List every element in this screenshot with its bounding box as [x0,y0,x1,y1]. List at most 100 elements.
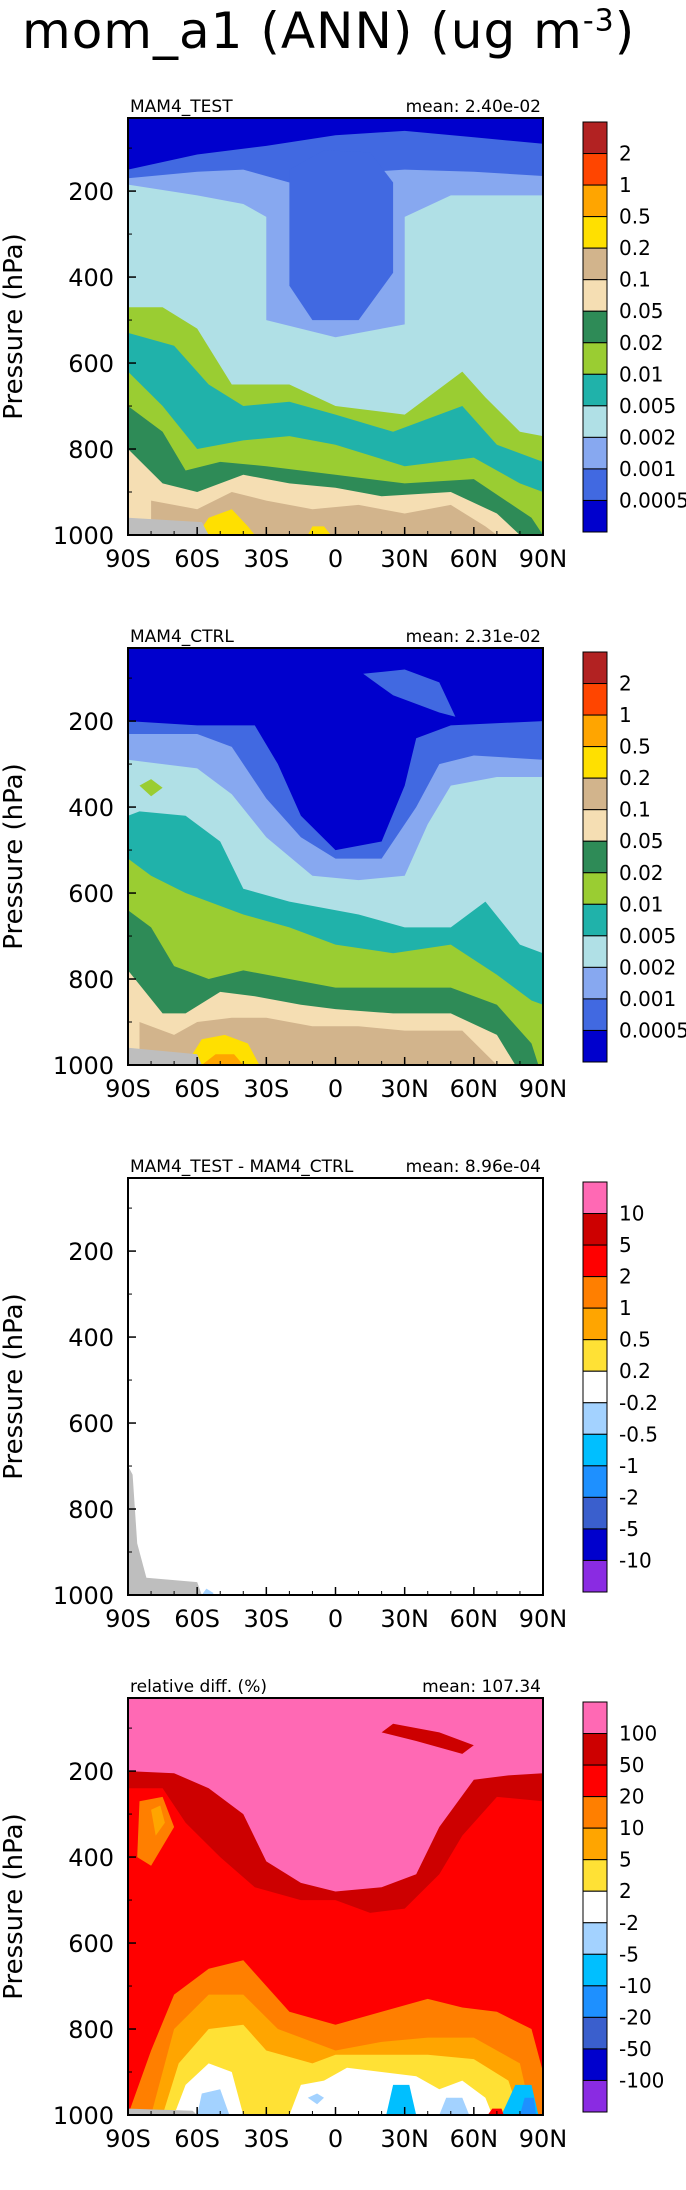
colorbar-label: 0.2 [619,236,651,260]
colorbar-label: 2 [619,1265,632,1289]
main-title: mom_a1 (ANN) (ug m-3) [22,2,635,60]
colorbar-label: 0.02 [619,861,664,885]
colorbar-swatch [582,998,608,1031]
chart-panel-reldiff: relative diff. (%) mean: 107.34 90S 60S 30S 0… [0,1677,664,2153]
y-tick-label: 1000 [53,2102,114,2130]
x-tick-label: 30N [380,1605,429,1633]
colorbar-swatch [582,1213,608,1246]
x-tick-label: 30S [243,2125,289,2153]
colorbar-label: 1 [619,173,632,197]
y-axis-label: Pressure (hPa) [0,1813,29,2000]
colorbar-label: -0.2 [619,1391,658,1415]
contour-band-13 [128,1047,202,1065]
x-tick-label: 30N [380,1075,429,1103]
colorbar-label: -2 [619,1911,639,1935]
x-tick-label: 0 [328,545,343,573]
colorbar-label: 0.002 [619,955,676,979]
contour-band-0 [128,1178,543,1595]
colorbar-label: -100 [619,2068,664,2092]
contour-band-2 [381,1723,474,1754]
contour-band-1 [128,1466,202,1595]
x-tick-label: 60N [450,2125,499,2153]
colorbar-swatch [582,468,608,501]
colorbar-swatch [582,966,608,1000]
contour-band-4 [289,150,394,321]
x-tick-label: 90S [105,1075,151,1103]
colorbar-label: -1 [619,1454,639,1478]
panel-title: MAM4_TEST - MAM4_CTRL [130,1157,354,1177]
colorbar-label: 0.5 [619,735,651,759]
colorbar-label: 0.02 [619,331,664,355]
colorbar-label: -0.5 [619,1422,658,1446]
x-tick-label: 60S [174,1605,220,1633]
colorbar-label: 0.001 [619,987,676,1011]
panel-title: MAM4_CTRL [130,627,234,647]
colorbar-label: 2 [619,142,632,166]
colorbar-label: 0.002 [619,425,676,449]
contour-band-10 [185,1034,260,1065]
colorbar-swatch [582,809,608,842]
x-tick-label: 30N [380,2125,429,2153]
colorbar-swatch [582,840,608,874]
x-tick-label: 0 [328,1605,343,1633]
colorbar-label: 20 [619,1785,644,1809]
x-tick-label: 60N [450,1605,499,1633]
x-tick-label: 0 [328,2125,343,2153]
colorbar-swatch [582,1181,608,1215]
x-tick-label: 60N [450,1075,499,1103]
contour-band-10 [289,2067,493,2115]
colorbar-swatch [582,436,608,470]
x-tick-label: 60S [174,1075,220,1103]
y-tick-label: 600 [68,880,114,908]
colorbar-swatch [582,1307,608,1341]
y-tick-label: 200 [68,708,114,736]
colorbar-label: -10 [619,1548,652,1572]
colorbar-swatch [582,1433,608,1467]
y-tick-label: 200 [68,178,114,206]
x-tick-label: 90S [105,545,151,573]
panel-title: MAM4_TEST [130,97,233,117]
colorbar-swatch [582,153,608,186]
x-tick-label: 60S [174,2125,220,2153]
x-tick-label: 90S [105,2125,151,2153]
x-tick-label: 90N [519,1075,568,1103]
colorbar-swatch [582,683,608,716]
x-tick-label: 60N [450,545,499,573]
colorbar-swatch [582,184,608,218]
panel-title: relative diff. (%) [130,1677,267,1697]
colorbar-swatch [582,2016,608,2050]
colorbar-label: 5 [619,1233,632,1257]
contour-band-18 [128,2108,198,2115]
x-tick-label: 30S [243,1075,289,1103]
colorbar-swatch [582,1276,608,1309]
x-tick-label: 0 [328,1075,343,1103]
y-tick-label: 200 [68,1238,114,1266]
colorbar-swatch [582,651,608,685]
colorbar-label: 2 [619,672,632,696]
contour-band-11 [201,1054,244,1065]
panel-mean: mean: 2.31e-02 [406,627,541,647]
colorbar-label: 0.05 [619,829,664,853]
y-tick-label: 600 [68,1410,114,1438]
colorbar-swatch [582,1029,608,1063]
colorbar-label: -10 [619,1974,652,1998]
colorbar-label: -5 [619,1517,639,1541]
colorbar-swatch [582,405,608,438]
colorbar-label: 0.005 [619,394,676,418]
panel-mean: mean: 8.96e-04 [406,1157,541,1177]
chart-panel-test: MAM4_TEST mean: 2.40e-02 90S 60S 30S 0 30N 60N 9… [0,97,686,573]
colorbar-label: 0.2 [619,766,651,790]
colorbar-swatch [582,777,608,811]
colorbar-swatch [582,247,608,281]
colorbar-label: 10 [619,1202,644,1226]
contour-band-2 [363,669,456,717]
colorbar-swatch [582,1796,608,1829]
x-tick-label: 30S [243,545,289,573]
colorbar-label: 10 [619,1816,644,1840]
y-axis-label: Pressure (hPa) [0,233,29,420]
contour-band-5 [151,1805,165,1836]
colorbar-label: 0.0005 [619,488,686,512]
contour-band-13 [307,526,331,535]
colorbar-label: 1 [619,1296,632,1320]
chart-panel-ctrl: MAM4_CTRL mean: 2.31e-02 90S 60S 30S 0 30N 60N 9… [0,627,686,1103]
